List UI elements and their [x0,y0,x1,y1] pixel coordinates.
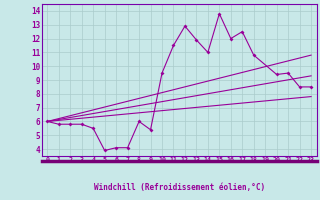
Text: Windchill (Refroidissement éolien,°C): Windchill (Refroidissement éolien,°C) [94,183,265,192]
